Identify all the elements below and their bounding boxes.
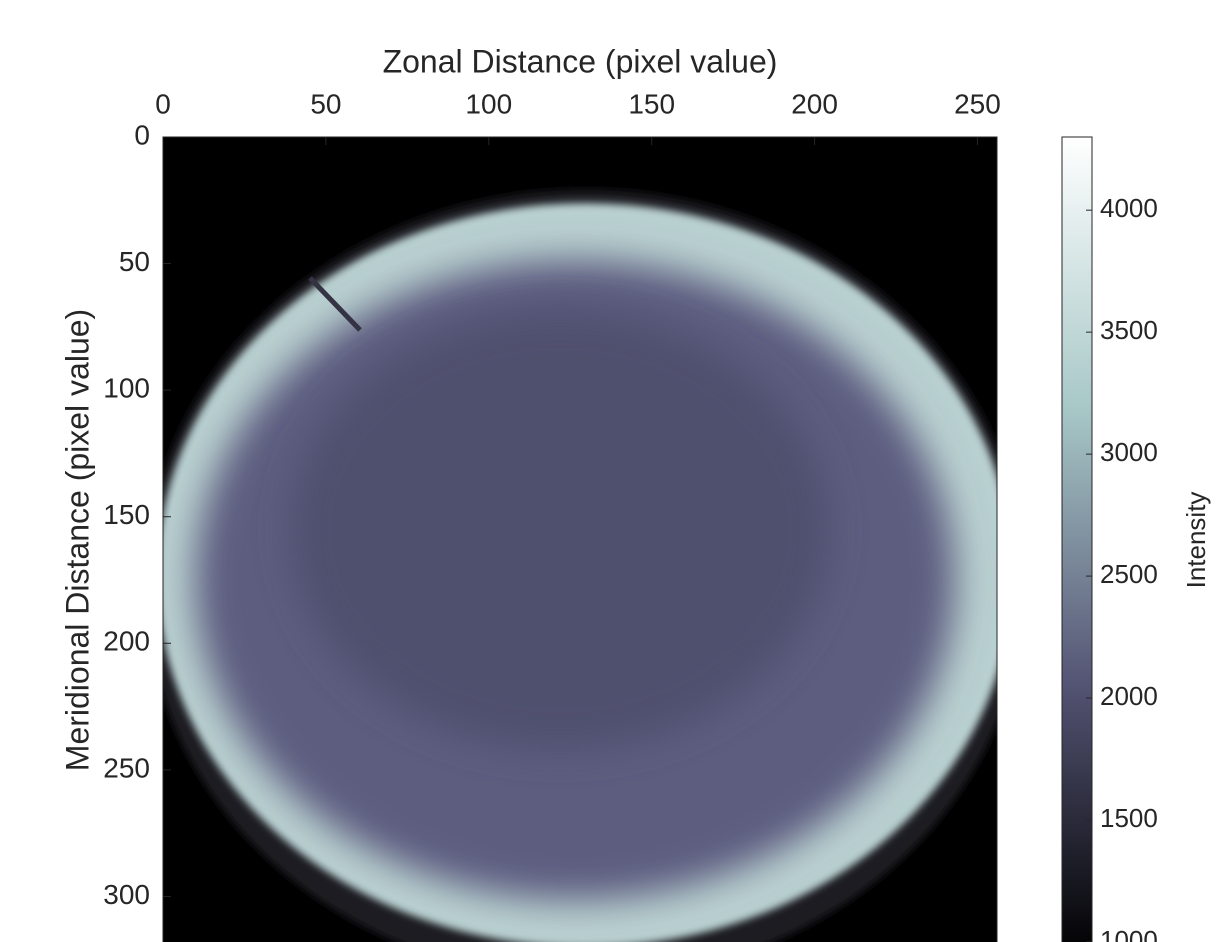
- x-axis-label: Zonal Distance (pixel value): [383, 43, 778, 79]
- colorbar-tick-label: 1000: [1100, 925, 1158, 942]
- y-tick-label: 150: [103, 499, 150, 530]
- colorbar-tick-label: 3500: [1100, 315, 1158, 345]
- x-tick-label: 100: [465, 88, 512, 119]
- y-tick-label: 100: [103, 373, 150, 404]
- colorbar-tick-label: 1500: [1100, 803, 1158, 833]
- colorbar-label: Intensity: [1181, 492, 1211, 589]
- x-tick-label: 250: [954, 88, 1001, 119]
- sky-image: [145, 137, 1025, 942]
- colorbar-tick-label: 2000: [1100, 681, 1158, 711]
- x-tick-label: 200: [791, 88, 838, 119]
- y-tick-label: 250: [103, 752, 150, 783]
- y-axis-label: Meridional Distance (pixel value): [59, 309, 95, 771]
- colorbar: [1062, 137, 1092, 942]
- x-tick-label: 50: [310, 88, 341, 119]
- x-tick-label: 150: [628, 88, 675, 119]
- colorbar-tick-label: 2500: [1100, 559, 1158, 589]
- chart: Zonal Distance (pixel value) Meridional …: [0, 0, 1225, 942]
- colorbar-tick-label: 3000: [1100, 437, 1158, 467]
- x-tick-label: 0: [155, 88, 171, 119]
- y-tick-label: 0: [134, 119, 150, 150]
- colorbar-tick-label: 4000: [1100, 193, 1158, 223]
- y-tick-label: 200: [103, 626, 150, 657]
- y-tick-label: 300: [103, 879, 150, 910]
- y-tick-label: 50: [119, 246, 150, 277]
